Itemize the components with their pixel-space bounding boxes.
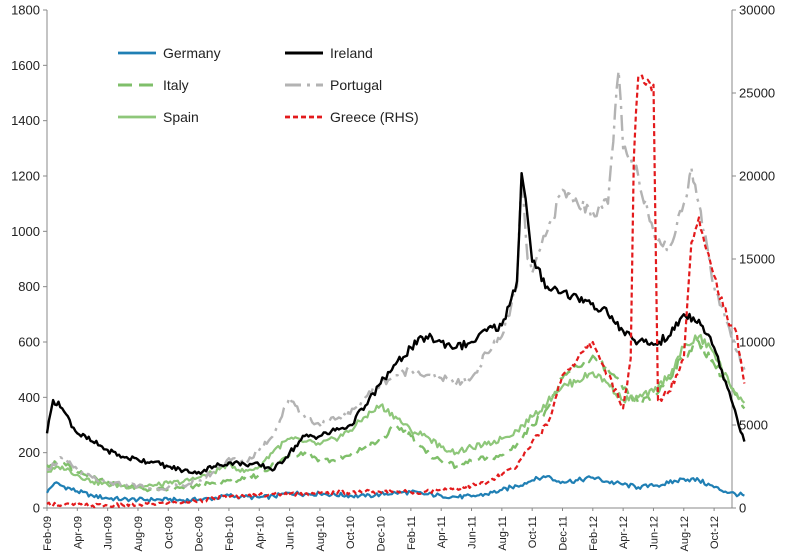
x-tick-label: Oct-11	[527, 516, 539, 548]
x-tick-label: Aug-12	[679, 516, 691, 551]
legend-label: Italy	[163, 77, 189, 93]
y2-tick-label: 10000	[739, 335, 775, 350]
series-line-ireland	[45, 172, 746, 475]
y-tick-label: 1400	[11, 113, 40, 128]
x-tick-label: Apr-12	[618, 516, 630, 549]
series-line-portugal	[46, 69, 746, 492]
y-tick-label: 0	[33, 501, 40, 516]
x-tick-label: Feb-12	[588, 516, 600, 551]
legend-label: Germany	[163, 45, 221, 61]
x-tick-label: Oct-12	[709, 516, 721, 549]
x-tick-label: Apr-10	[254, 516, 266, 549]
y-tick-label: 1000	[11, 224, 40, 239]
y-tick-label: 600	[18, 335, 40, 350]
y-tick-label: 1800	[11, 3, 40, 18]
x-tick-label: Apr-11	[436, 516, 448, 548]
x-tick-label: Jun-11	[467, 516, 479, 549]
y-tick-label: 1200	[11, 169, 40, 184]
x-tick-label: Oct-09	[163, 516, 175, 549]
x-tick-label: Aug-10	[315, 516, 327, 551]
legend-label: Portugal	[330, 77, 382, 93]
legend-label: Ireland	[330, 45, 373, 61]
y2-tick-label: 0	[739, 501, 746, 516]
y-tick-label: 200	[18, 445, 40, 460]
x-tick-label: Aug-11	[497, 516, 509, 551]
y-tick-label: 1600	[11, 58, 40, 73]
x-tick-label: Feb-11	[406, 516, 418, 550]
x-tick-label: Dec-09	[194, 516, 206, 551]
x-tick-label: Feb-09	[42, 516, 54, 551]
x-tick-label: Dec-10	[376, 516, 388, 551]
y2-tick-label: 30000	[739, 3, 775, 18]
x-tick-label: Jun-10	[285, 516, 297, 550]
x-tick-label: Jun-12	[648, 516, 660, 550]
x-tick-label: Oct-10	[345, 516, 357, 549]
series-line-germany	[46, 475, 745, 504]
x-tick-label: Apr-09	[72, 516, 84, 549]
y2-tick-label: 5000	[739, 418, 768, 433]
series-line-greece-rhs	[46, 74, 746, 509]
y2-tick-label: 20000	[739, 169, 775, 184]
y-tick-label: 400	[18, 390, 40, 405]
y-tick-label: 800	[18, 279, 40, 294]
x-tick-label: Dec-11	[557, 516, 569, 551]
y2-tick-label: 25000	[739, 86, 775, 101]
x-tick-label: Feb-10	[224, 516, 236, 551]
x-tick-label: Aug-09	[133, 516, 145, 551]
y2-tick-label: 15000	[739, 252, 775, 267]
series-line-spain	[46, 333, 746, 490]
legend-label: Greece (RHS)	[330, 109, 419, 125]
legend-label: Spain	[163, 109, 199, 125]
x-tick-label: Jun-09	[103, 516, 115, 550]
